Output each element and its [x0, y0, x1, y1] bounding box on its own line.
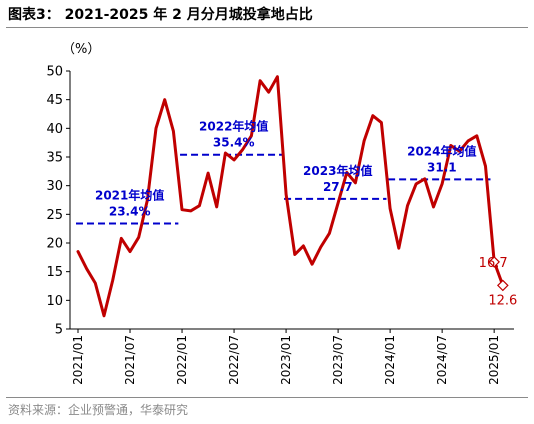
- series-line: [76, 75, 505, 318]
- series-layer: [76, 75, 509, 318]
- bottom-rule: [6, 397, 528, 398]
- average-label: 2021年均值: [95, 188, 164, 203]
- y-tick-label: 35: [46, 151, 63, 166]
- x-tick-label: 2022/07: [227, 335, 241, 385]
- x-tick-label: 2023/01: [279, 335, 293, 385]
- average-value-label: 27.7: [323, 180, 353, 194]
- endpoint-marker: [488, 256, 501, 268]
- x-tick-label: 2024/01: [383, 335, 397, 385]
- x-tick-label: 2022/01: [175, 335, 189, 385]
- average-value-label: 35.4%: [213, 136, 255, 150]
- x-tick-label: 2021/07: [123, 335, 137, 385]
- y-tick-label: 30: [46, 179, 63, 194]
- figure-title: 图表3： 2021-2025 年 2 月分月城投拿地占比: [8, 7, 313, 23]
- y-axis-unit-label: （%）: [62, 42, 100, 57]
- average-lines: [76, 153, 491, 225]
- x-tick-label: 2025/01: [487, 335, 501, 385]
- average-value-label: 23.4%: [109, 205, 151, 219]
- y-tick-label: 45: [46, 93, 63, 108]
- source-note: 资料来源：企业预警通，华泰研究: [8, 403, 189, 417]
- y-tick-label: 50: [46, 65, 63, 80]
- y-tick-label: 10: [46, 294, 63, 309]
- y-tick-label: 25: [46, 208, 63, 223]
- average-value-label: 31.1: [427, 160, 457, 174]
- endpoint-marker: [496, 279, 509, 292]
- axes: 5 10 15 20 25 30 35 40 45 50 2021/01 2021/07 2022/01…: [46, 65, 514, 385]
- y-tick-label: 40: [46, 122, 63, 137]
- endpoint-label: 12.6: [488, 293, 517, 308]
- labels-layer: 2021年均值 23.4% 2022年均值 35.4% 2023年均值 27.7 2024年…: [95, 119, 517, 309]
- y-tick-label: 20: [46, 237, 63, 252]
- x-tick-label: 2023/07: [331, 335, 345, 385]
- average-label: 2022年均值: [199, 119, 268, 134]
- y-tick-label: 15: [46, 265, 63, 280]
- endpoint-label: 16.7: [479, 256, 508, 271]
- average-label: 2023年均值: [303, 163, 372, 178]
- x-tick-label: 2021/01: [71, 335, 85, 385]
- y-tick-label: 5: [55, 323, 63, 338]
- x-tick-label: 2024/07: [435, 335, 449, 385]
- average-label: 2024年均值: [407, 143, 476, 158]
- top-rule: [6, 27, 528, 28]
